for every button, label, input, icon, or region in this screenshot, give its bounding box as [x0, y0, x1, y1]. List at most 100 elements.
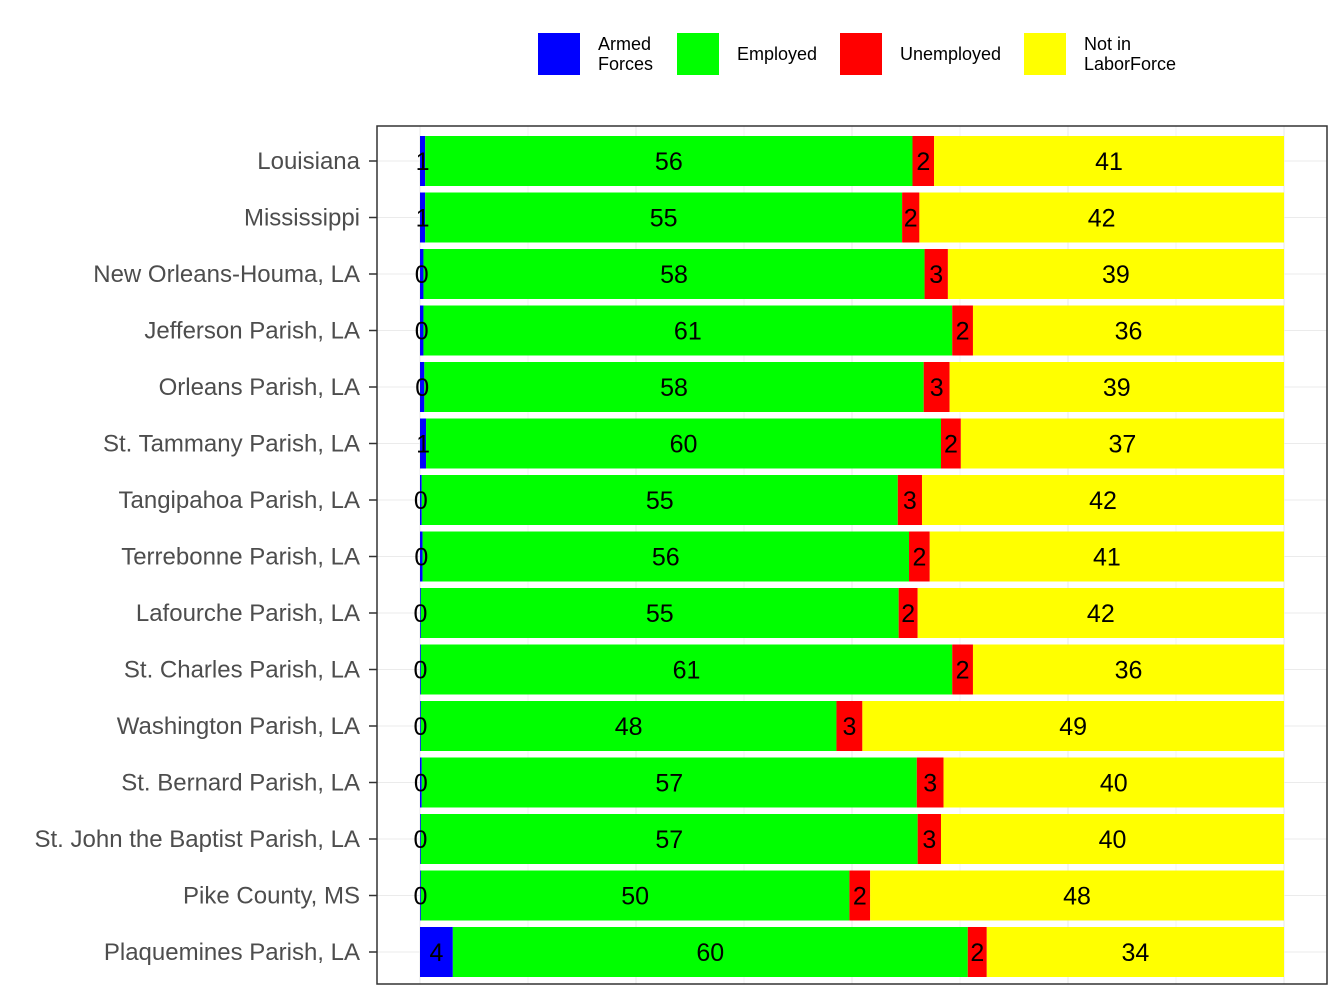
bar-segment — [425, 136, 913, 186]
bar-segment — [916, 757, 944, 808]
data-label: 39 — [1102, 261, 1130, 289]
bar-segment — [420, 870, 850, 921]
legend-label: Unemployed — [900, 44, 1001, 64]
data-label: 3 — [930, 374, 944, 402]
category-label: Lafourche Parish, LA — [136, 600, 360, 627]
bar-segment — [420, 644, 953, 695]
data-label: 2 — [904, 205, 918, 233]
bar-segment — [902, 192, 920, 243]
bar-segment — [420, 701, 421, 751]
bar-segment — [898, 588, 918, 638]
data-label: 0 — [413, 826, 427, 854]
legend: Armed Forces Employed Unemployed Not in Labor… — [538, 33, 1176, 75]
data-label: 1 — [416, 205, 430, 233]
data-label: 0 — [415, 318, 429, 346]
data-label: 50 — [621, 883, 649, 911]
bar-segment — [921, 475, 1284, 525]
bar-segment — [420, 814, 918, 864]
bar-segment — [426, 418, 941, 469]
data-label: 56 — [652, 544, 680, 572]
category-label: St. Charles Parish, LA — [124, 657, 360, 684]
bar-segment — [949, 362, 1284, 412]
data-label: 55 — [646, 600, 674, 628]
data-label: 41 — [1095, 148, 1123, 176]
bar-segment — [420, 814, 421, 864]
legend-item: Employed — [677, 33, 817, 75]
bar-segment — [947, 249, 1284, 299]
data-label: 3 — [903, 487, 917, 515]
bar-segment — [421, 475, 898, 525]
legend-key — [840, 33, 882, 75]
data-label: 3 — [922, 826, 936, 854]
data-label: 2 — [853, 883, 867, 911]
data-label: 40 — [1099, 826, 1127, 854]
data-label: 0 — [415, 374, 429, 402]
bar-segment — [917, 588, 1284, 638]
data-label: 0 — [413, 600, 427, 628]
legend-label: Not in LaborForce — [1084, 34, 1176, 74]
data-label: 39 — [1103, 374, 1131, 402]
bar-segment — [972, 305, 1284, 356]
bar-segment — [425, 192, 903, 243]
data-label: 0 — [413, 883, 427, 911]
data-label: 2 — [970, 939, 984, 967]
data-label: 2 — [944, 431, 958, 459]
bar-segment — [424, 362, 924, 412]
bar-segment — [420, 757, 422, 808]
data-label: 34 — [1121, 939, 1149, 967]
data-label: 2 — [956, 657, 970, 685]
data-label: 56 — [655, 148, 683, 176]
bar-segment — [940, 814, 1284, 864]
data-label: 58 — [660, 261, 688, 289]
data-label: 0 — [415, 261, 429, 289]
data-label: 40 — [1100, 770, 1128, 798]
category-label: Washington Parish, LA — [117, 713, 360, 740]
bar-segment — [929, 531, 1284, 582]
data-label: 48 — [615, 713, 643, 741]
bar-segment — [924, 249, 948, 299]
bar-segment — [952, 644, 973, 695]
bar-segment — [912, 136, 935, 186]
data-label: 48 — [1063, 883, 1091, 911]
category-label: Tangipahoa Parish, LA — [119, 487, 361, 514]
data-label: 55 — [650, 205, 678, 233]
data-label: 0 — [413, 713, 427, 741]
data-label: 36 — [1115, 318, 1143, 346]
bar-segment — [452, 927, 968, 977]
bar-segment — [420, 192, 426, 243]
legend-item: Not in LaborForce — [1024, 33, 1176, 75]
data-label: 2 — [916, 148, 930, 176]
bar-segment — [870, 870, 1284, 921]
legend-key — [1024, 33, 1066, 75]
category-label: Mississippi — [244, 205, 360, 232]
bar-segment — [897, 475, 922, 525]
data-label: 1 — [416, 431, 430, 459]
bar-segment — [849, 870, 871, 921]
bar-segment — [836, 701, 863, 751]
data-label: 3 — [842, 713, 856, 741]
bar-segment — [943, 757, 1284, 808]
bar-segment — [919, 192, 1284, 243]
data-label: 2 — [912, 544, 926, 572]
data-label: 42 — [1089, 487, 1117, 515]
bar-segment — [917, 814, 941, 864]
legend-key — [538, 33, 580, 75]
bar-segment — [972, 644, 1284, 695]
legend-item: Armed Forces — [538, 33, 653, 75]
legend-label: Armed Forces — [598, 34, 653, 74]
data-label: 61 — [673, 657, 701, 685]
bar-segment — [420, 588, 421, 638]
category-label: Plaquemines Parish, LA — [104, 939, 360, 966]
bar-segment — [940, 418, 961, 469]
data-label: 37 — [1109, 431, 1137, 459]
bar-segment — [420, 927, 453, 977]
data-label: 61 — [674, 318, 702, 346]
data-label: 3 — [929, 261, 943, 289]
bar-segment — [420, 362, 425, 412]
bar-segment — [423, 305, 953, 356]
data-label: 1 — [416, 148, 430, 176]
category-label: St. Bernard Parish, LA — [121, 770, 360, 797]
category-label: Louisiana — [257, 148, 360, 175]
data-label: 42 — [1087, 600, 1115, 628]
